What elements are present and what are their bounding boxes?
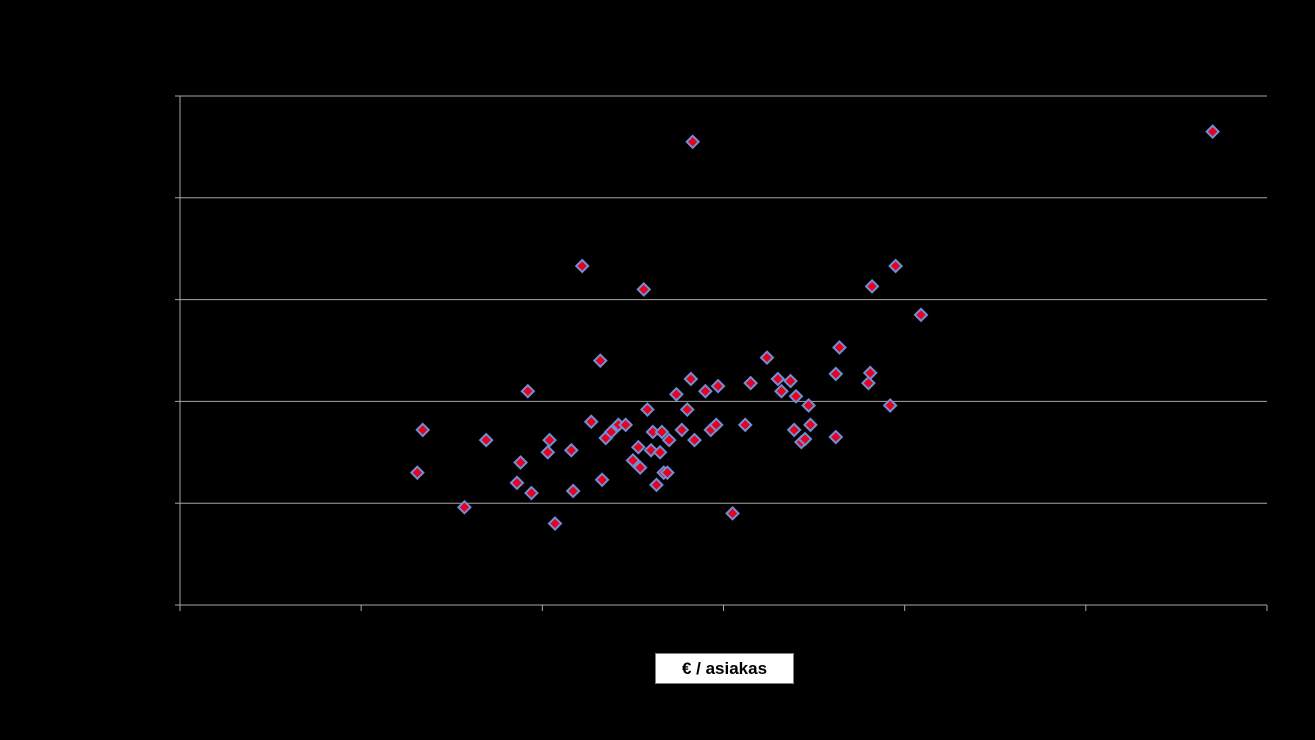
data-point [649,477,664,493]
data-point [592,353,608,369]
data-point [913,307,929,323]
x-axis-label-box: € / asiakas [655,653,794,684]
data-point [788,388,804,404]
data-point [520,383,536,399]
data-point [832,340,847,355]
data-point [636,282,652,297]
data-point [685,134,701,150]
data-point [632,460,648,475]
data-point [625,453,641,468]
data-point [415,422,431,438]
data-point [668,386,684,402]
data-point [797,431,813,447]
data-point [759,350,775,366]
data-point [828,366,844,382]
data-point [457,499,472,515]
data-point [803,417,818,433]
data-point [864,278,880,294]
data-point [737,417,753,433]
data-point [513,455,529,470]
data-point [786,422,802,438]
data-point [524,485,539,501]
data-point [563,442,579,458]
data-point [542,432,557,448]
axes [175,95,1268,611]
data-point [583,414,599,430]
data-point [478,432,494,448]
data-point [409,465,425,481]
x-axis-label: € / asiakas [681,658,768,678]
data-point [683,371,699,387]
data-point [540,444,556,460]
data-point [882,398,898,413]
data-point [652,444,668,460]
data-points [409,124,1221,531]
data-point [862,365,878,381]
data-point [674,422,690,438]
data-point [618,417,634,433]
data-point [1205,124,1221,140]
data-point [639,402,655,417]
data-point [630,439,646,455]
data-point [801,398,817,413]
data-point [654,424,670,440]
data-point [679,402,695,417]
data-point [861,375,876,391]
data-point [710,378,726,394]
data-point [594,472,610,488]
data-point [774,383,789,399]
data-point [509,475,525,491]
data-point [888,258,904,274]
data-point [708,417,724,433]
data-point [770,371,786,387]
gridlines [180,95,1267,504]
data-point [659,465,675,481]
data-point [603,424,619,440]
data-point [547,516,563,531]
data-point [574,258,590,274]
data-point [661,432,677,448]
data-point [828,429,844,445]
data-point [697,383,713,399]
data-point [783,373,798,389]
data-point [743,375,759,391]
data-point [565,483,581,499]
data-point [687,432,702,448]
data-point [725,505,740,521]
